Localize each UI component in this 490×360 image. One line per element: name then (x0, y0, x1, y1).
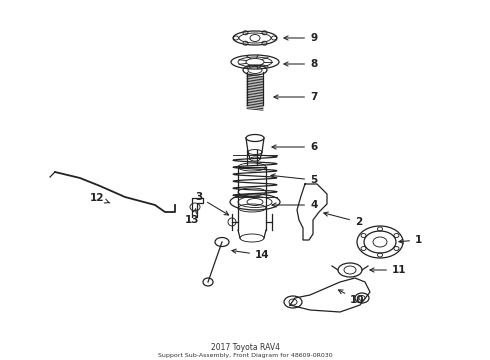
Text: 6: 6 (272, 142, 317, 152)
Text: 2: 2 (324, 212, 362, 227)
Text: 7: 7 (274, 92, 318, 102)
Text: 8: 8 (284, 59, 317, 69)
Text: Support Sub-Assembly, Front Diagram for 48609-0R030: Support Sub-Assembly, Front Diagram for … (158, 353, 332, 358)
Text: 12: 12 (90, 193, 110, 203)
Text: 14: 14 (232, 249, 270, 260)
Text: 5: 5 (271, 174, 317, 185)
Text: 11: 11 (370, 265, 407, 275)
Text: 2017 Toyota RAV4: 2017 Toyota RAV4 (211, 343, 279, 352)
Text: 1: 1 (399, 235, 422, 245)
Text: 4: 4 (272, 200, 318, 210)
Text: 9: 9 (284, 33, 317, 43)
Text: 10: 10 (339, 290, 365, 305)
Text: 3: 3 (195, 192, 229, 215)
Text: 13: 13 (185, 209, 199, 225)
